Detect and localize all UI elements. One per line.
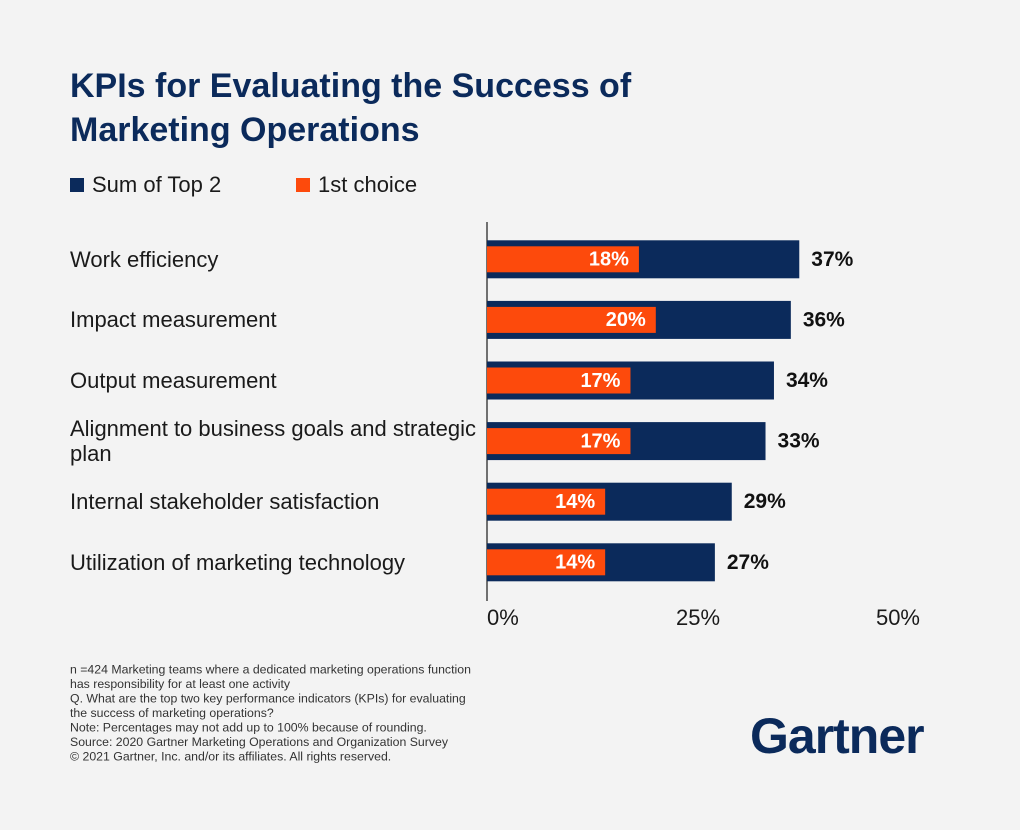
category-label: Work efficiency xyxy=(70,246,219,272)
footnote: has responsibility for at least one acti… xyxy=(70,677,291,691)
bar xyxy=(487,549,606,576)
category-label: Alignment to business goals and strategi… xyxy=(70,416,477,467)
legend-swatch xyxy=(70,178,84,192)
value-label: 36% xyxy=(803,308,845,331)
value-label: 14% xyxy=(555,491,595,513)
footnote: Note: Percentages may not add up to 100%… xyxy=(70,720,427,734)
category-label: Impact measurement xyxy=(70,307,277,333)
value-label: 14% xyxy=(555,552,595,574)
bar xyxy=(487,428,631,455)
bar xyxy=(487,306,656,333)
x-tick-label: 25% xyxy=(676,605,720,630)
chart-title: KPIs for Evaluating the Success of xyxy=(70,67,632,105)
category-label: Utilization of marketing technology xyxy=(70,549,406,575)
chart-title: Marketing Operations xyxy=(70,111,420,149)
footnote: n =424 Marketing teams where a dedicated… xyxy=(70,662,471,676)
legend-label: Sum of Top 2 xyxy=(92,172,221,197)
value-label: 20% xyxy=(606,309,646,331)
logo: Gartner xyxy=(750,708,924,764)
category-label: Internal stakeholder satisfaction xyxy=(70,489,380,515)
legend-label: 1st choice xyxy=(318,172,417,197)
value-label: 34% xyxy=(786,369,828,392)
x-tick-label: 50% xyxy=(876,605,920,630)
value-label: 29% xyxy=(744,490,786,513)
bar xyxy=(487,367,631,394)
footnote: the success of marketing operations? xyxy=(70,706,274,720)
value-label: 17% xyxy=(580,370,620,392)
value-label: 18% xyxy=(589,249,629,271)
footnote: © 2021 Gartner, Inc. and/or its affiliat… xyxy=(70,749,391,763)
value-label: 27% xyxy=(727,551,769,574)
footnote: Q. What are the top two key performance … xyxy=(70,691,466,705)
category-label: Output measurement xyxy=(70,368,277,393)
value-label: 17% xyxy=(580,430,620,452)
legend-swatch xyxy=(296,178,310,192)
x-tick-label: 0% xyxy=(487,605,519,630)
bar xyxy=(487,488,606,515)
value-label: 37% xyxy=(811,248,853,271)
footnote: Source: 2020 Gartner Marketing Operation… xyxy=(70,735,449,749)
value-label: 33% xyxy=(778,430,820,453)
bar xyxy=(487,246,639,273)
